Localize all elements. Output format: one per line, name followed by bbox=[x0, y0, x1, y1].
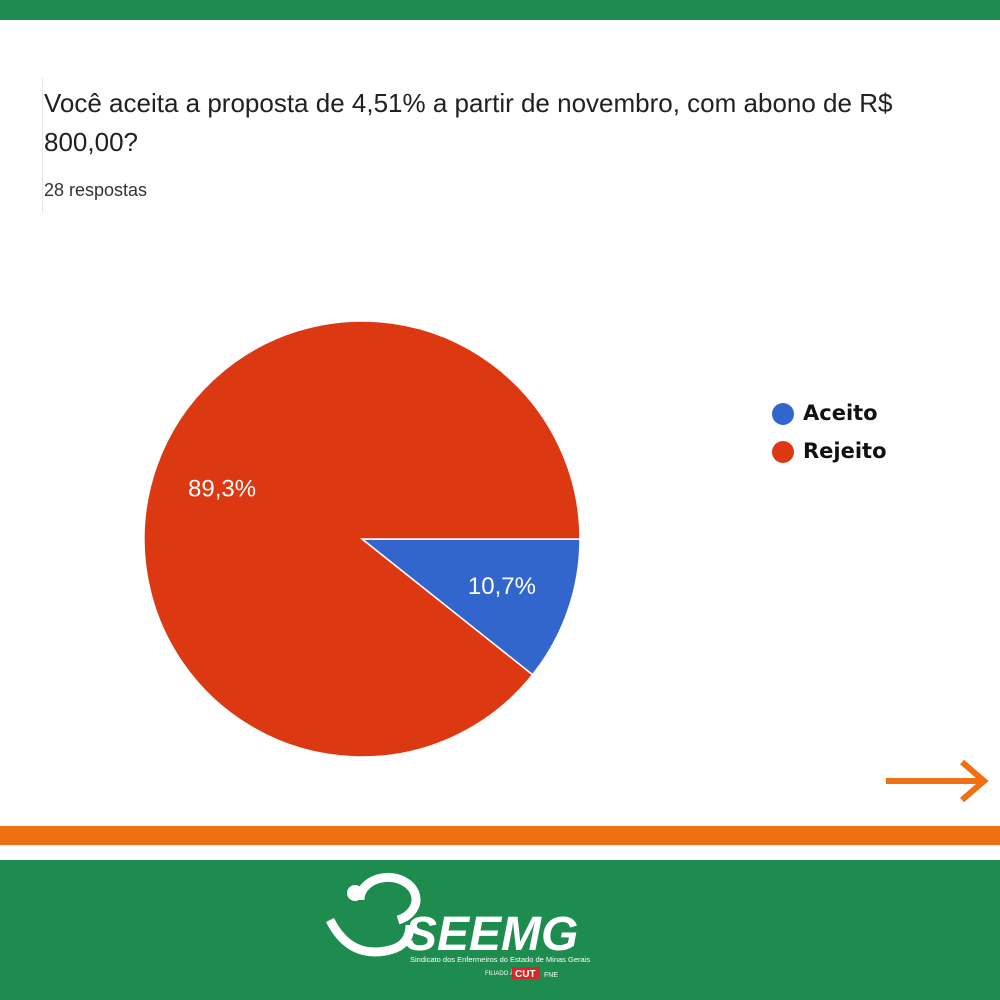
pie-slice bbox=[143, 320, 581, 758]
logo-icon bbox=[325, 872, 421, 957]
legend-label: Rejeito bbox=[803, 439, 887, 463]
cut-badge bbox=[512, 967, 540, 979]
slice-label: 10,7% bbox=[468, 573, 536, 600]
fne-text: FNE bbox=[544, 972, 558, 979]
footer-bar bbox=[0, 860, 1000, 1000]
slice-label: 89,3% bbox=[188, 475, 256, 502]
divider bbox=[42, 78, 43, 213]
next-arrow[interactable] bbox=[886, 759, 989, 803]
logo-text: SEEMG bbox=[405, 908, 578, 961]
pie-slice bbox=[359, 538, 581, 676]
legend-label: Aceito bbox=[803, 401, 878, 425]
top-bar bbox=[0, 0, 1000, 20]
legend-marker bbox=[772, 441, 794, 463]
legend-marker bbox=[772, 403, 794, 425]
affiliation: FILIADO À bbox=[485, 970, 514, 977]
cut-text: CUT bbox=[515, 969, 536, 980]
logo-tagline: Sindicato dos Enfermeiros do Estado de M… bbox=[410, 955, 590, 964]
orange-bar bbox=[0, 826, 1000, 845]
chart-title: Você aceita a proposta de 4,51% a partir… bbox=[44, 88, 893, 157]
chart-subtitle: 28 respostas bbox=[44, 180, 148, 200]
